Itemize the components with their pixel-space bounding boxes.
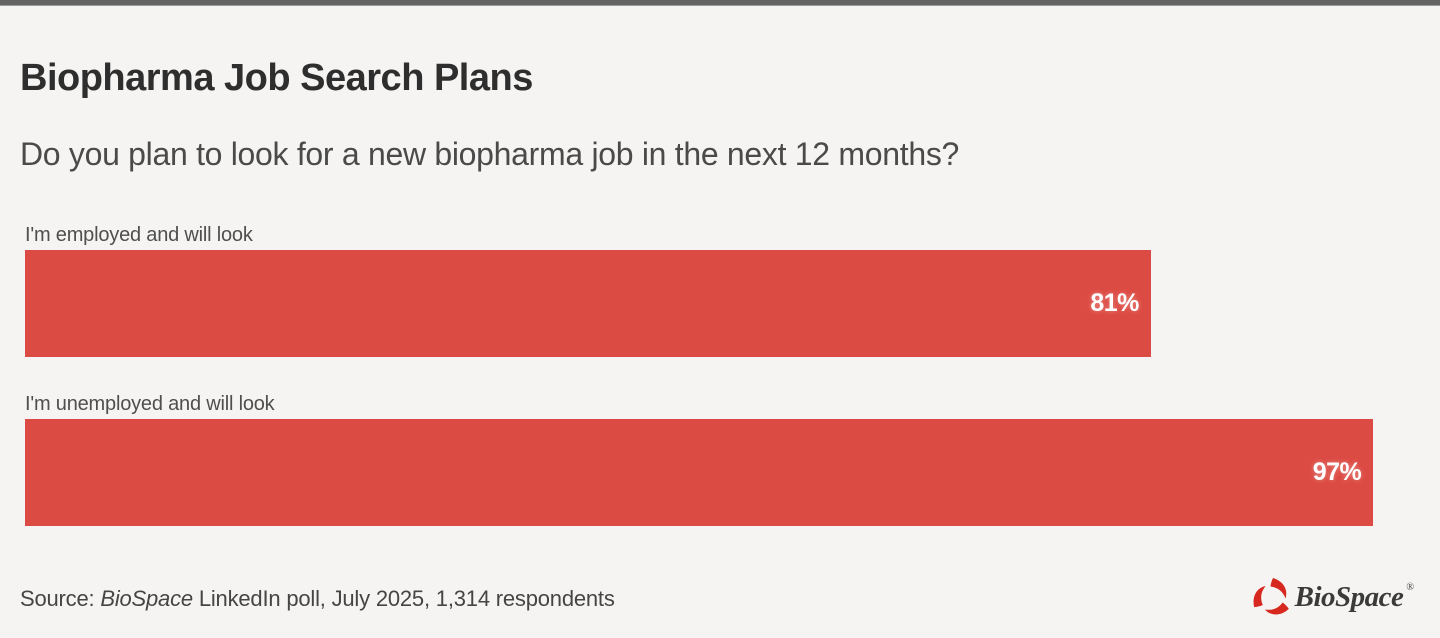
top-accent-bar [0,0,1440,6]
source-prefix: Source: [20,586,101,611]
bar-category-label-unemployed: I'm unemployed and will look [25,393,275,415]
bar-value-label-employed: 81% [1090,289,1139,317]
source-caption: Source: BioSpace LinkedIn poll, July 202… [20,586,615,612]
bar-category-label-employed: I'm employed and will look [25,224,253,246]
bar-value-label-unemployed: 97% [1312,458,1362,486]
biospace-logo: BioSpace ® [1251,574,1414,620]
biospace-wordmark: BioSpace [1294,580,1404,613]
bar-unemployed: 97% [25,419,1374,526]
bar-chart: I'm employed and will look 81% I'm unemp… [25,224,1415,526]
bar-employed: 81% [25,250,1151,357]
chart-subtitle: Do you plan to look for a new biopharma … [20,136,960,172]
source-brand-name: BioSpace [100,586,193,611]
source-detail: LinkedIn poll, July 2025, 1,314 responde… [192,586,615,611]
chart-title: Biopharma Job Search Plans [20,57,533,99]
registered-trademark-mark: ® [1406,582,1414,593]
biospace-swirl-icon [1251,578,1290,619]
